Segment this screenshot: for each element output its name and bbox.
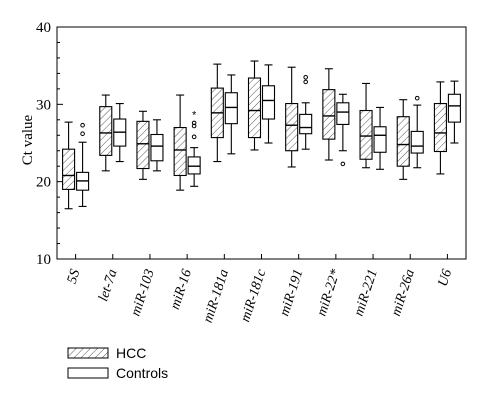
outlier-point	[80, 131, 85, 137]
category-label: miR-191	[277, 268, 306, 318]
box-controls	[76, 122, 90, 207]
box-iqr	[373, 126, 387, 153]
category-label: miR-181c	[238, 267, 269, 324]
category-labels: 5S let-7a miR-103 miR-16 miR-181a miR-181c miR…	[65, 267, 455, 325]
category-label: let-7a	[96, 268, 120, 304]
box-controls	[299, 74, 313, 150]
legend-swatch-controls	[67, 367, 109, 379]
box-iqr	[261, 85, 276, 120]
box-hcc	[322, 68, 336, 161]
box-controls	[113, 103, 127, 163]
box-iqr	[336, 102, 350, 125]
box-iqr	[173, 126, 187, 177]
box-iqr	[187, 156, 201, 175]
box-hcc	[99, 94, 113, 172]
box-controls: *	[187, 109, 201, 187]
extreme-point: *	[192, 109, 197, 121]
box-iqr	[433, 103, 447, 153]
y-tick-label: 30	[36, 97, 51, 113]
outlier-point	[303, 79, 308, 85]
category-label: miR-221	[352, 268, 381, 318]
box-iqr	[136, 120, 150, 170]
outlier-point	[191, 123, 197, 129]
outlier-point	[340, 161, 346, 167]
box-iqr	[359, 109, 373, 160]
box-controls	[150, 119, 164, 172]
outlier-point	[80, 122, 85, 128]
y-tick-label: 40	[36, 20, 51, 36]
category-label: miR-26a	[389, 268, 418, 318]
box-iqr	[285, 103, 299, 152]
category-label: miR-181a	[201, 268, 232, 325]
y-tick-label: 20	[36, 175, 51, 191]
category-label: 5S	[65, 268, 84, 286]
box-hcc	[247, 60, 262, 151]
box-controls	[410, 95, 424, 169]
box-controls	[261, 64, 276, 144]
box-controls	[447, 80, 461, 144]
box-iqr	[396, 116, 410, 167]
legend-label-hcc: HCC	[116, 345, 146, 361]
box-hcc	[285, 66, 299, 168]
legend-swatch-hcc	[67, 347, 109, 359]
category-label: miR-16	[168, 268, 195, 312]
box-iqr	[299, 113, 313, 135]
box-hcc	[433, 81, 447, 175]
box-controls	[336, 93, 350, 167]
box-iqr	[447, 93, 461, 123]
box-hcc	[210, 63, 224, 163]
outlier-point	[191, 120, 197, 126]
box-iqr	[224, 92, 238, 125]
plot-area: *	[62, 60, 461, 210]
outlier-point	[414, 95, 420, 101]
axes: 10 20 30 40	[36, 20, 467, 268]
box-iqr	[150, 133, 164, 162]
category-label: U6	[436, 268, 456, 289]
outlier-point	[191, 134, 197, 140]
box-hcc	[173, 94, 187, 191]
box-iqr	[62, 148, 76, 190]
box-hcc	[359, 82, 373, 169]
legend-label-controls: Controls	[116, 365, 168, 381]
category-label: miR-22*	[315, 268, 344, 318]
legend: HCC Controls	[67, 345, 168, 381]
box-iqr	[322, 89, 336, 140]
box-controls	[224, 74, 238, 155]
y-axis-label: Ct value	[20, 114, 36, 165]
category-label: miR-103	[129, 268, 158, 318]
box-hcc	[62, 121, 76, 210]
outlier-point	[303, 74, 308, 80]
box-iqr	[410, 130, 424, 154]
y-tick-label: 10	[36, 252, 51, 268]
box-iqr	[247, 77, 262, 139]
box-hcc	[136, 110, 150, 180]
box-controls	[373, 106, 387, 170]
box-iqr	[99, 106, 113, 156]
box-hcc	[396, 99, 410, 180]
